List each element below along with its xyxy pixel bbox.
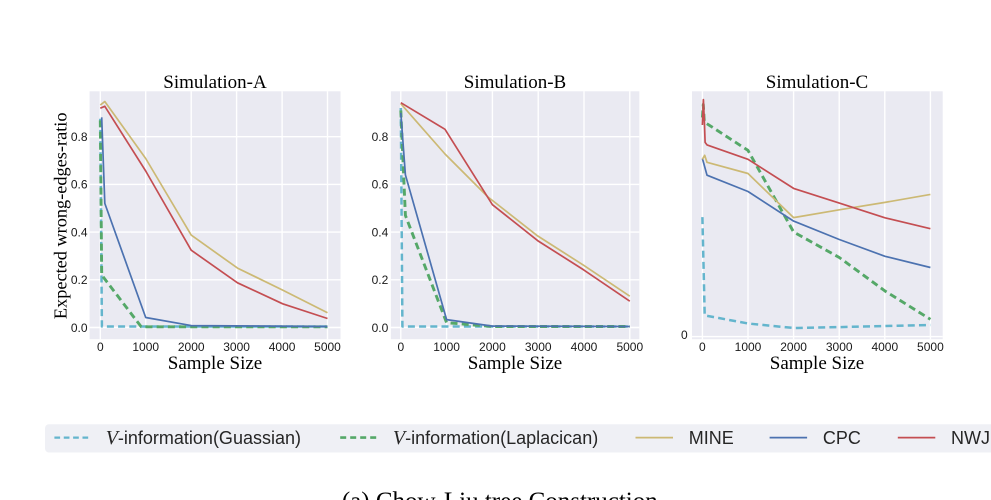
svg-text:0: 0 bbox=[699, 340, 706, 354]
svg-text:Simulation-A: Simulation-A bbox=[163, 72, 267, 93]
svg-text:2000: 2000 bbox=[178, 340, 205, 354]
svg-text:CPC: CPC bbox=[823, 428, 861, 448]
svg-text:Sample Size: Sample Size bbox=[468, 353, 562, 374]
svg-text:V-information(Guassian): V-information(Guassian) bbox=[106, 427, 301, 449]
svg-text:Sample Size: Sample Size bbox=[770, 353, 864, 374]
svg-text:0: 0 bbox=[397, 340, 404, 354]
svg-text:0.6: 0.6 bbox=[71, 178, 88, 192]
svg-text:0: 0 bbox=[97, 340, 104, 354]
svg-text:4000: 4000 bbox=[269, 340, 296, 354]
svg-text:2000: 2000 bbox=[780, 340, 807, 354]
svg-text:Simulation-B: Simulation-B bbox=[464, 72, 566, 93]
svg-text:2000: 2000 bbox=[479, 340, 506, 354]
svg-text:0.0: 0.0 bbox=[71, 321, 88, 335]
svg-text:1000: 1000 bbox=[735, 340, 762, 354]
svg-text:0.8: 0.8 bbox=[71, 130, 88, 144]
svg-text:NWJ: NWJ bbox=[951, 428, 990, 448]
svg-text:(a) Chow-Liu tree Construction: (a) Chow-Liu tree Construction bbox=[342, 488, 658, 500]
svg-text:1000: 1000 bbox=[433, 340, 460, 354]
svg-text:0.4: 0.4 bbox=[372, 225, 389, 239]
svg-text:5000: 5000 bbox=[917, 340, 944, 354]
svg-text:1000: 1000 bbox=[132, 340, 159, 354]
svg-text:0.4: 0.4 bbox=[71, 225, 88, 239]
svg-text:0.2: 0.2 bbox=[372, 273, 389, 287]
svg-text:0.8: 0.8 bbox=[372, 130, 389, 144]
svg-text:V-information(Laplacican): V-information(Laplacican) bbox=[393, 427, 598, 449]
svg-text:0.6: 0.6 bbox=[372, 178, 389, 192]
svg-text:3000: 3000 bbox=[525, 340, 552, 354]
svg-text:0.2: 0.2 bbox=[71, 273, 88, 287]
svg-text:Sample Size: Sample Size bbox=[168, 353, 262, 374]
svg-text:0: 0 bbox=[681, 328, 688, 342]
svg-text:3000: 3000 bbox=[826, 340, 853, 354]
svg-text:MINE: MINE bbox=[689, 428, 734, 448]
svg-text:0.0: 0.0 bbox=[372, 321, 389, 335]
svg-text:5000: 5000 bbox=[314, 340, 341, 354]
svg-text:4000: 4000 bbox=[871, 340, 898, 354]
svg-text:3000: 3000 bbox=[223, 340, 250, 354]
svg-text:Expected wrong-edges-ratio: Expected wrong-edges-ratio bbox=[51, 113, 71, 320]
svg-text:Simulation-C: Simulation-C bbox=[766, 72, 868, 93]
svg-text:5000: 5000 bbox=[616, 340, 643, 354]
svg-text:4000: 4000 bbox=[571, 340, 598, 354]
